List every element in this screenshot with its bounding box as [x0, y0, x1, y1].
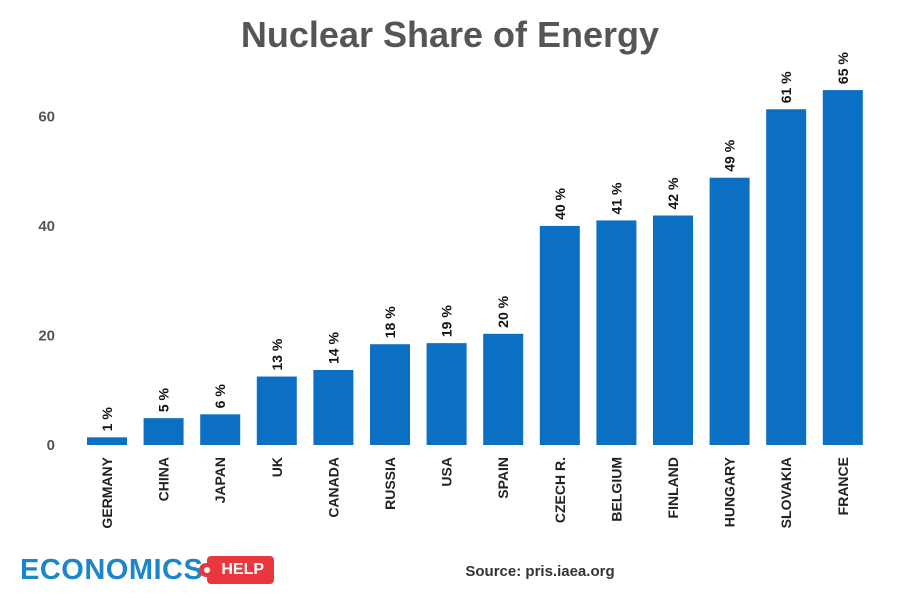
- logo-dot-icon: [204, 567, 211, 573]
- y-tick-label: 60: [38, 108, 55, 125]
- data-label: 41 %: [608, 182, 624, 214]
- data-label: 13 %: [269, 338, 285, 370]
- x-tick-label: HUNGARY: [722, 456, 738, 527]
- data-label: 14 %: [325, 332, 341, 364]
- bar: [370, 344, 410, 445]
- x-tick-label: GERMANY: [99, 456, 115, 528]
- y-tick-label: 0: [47, 437, 55, 454]
- data-label: 5 %: [156, 387, 172, 412]
- plot-area: 0 20 40 60 1 % GERMANY 5 % CHINA 6 % JAPAN 13 % UK 1…: [38, 52, 863, 529]
- y-tick-label: 20: [38, 327, 55, 344]
- bar: [822, 90, 863, 445]
- x-tick-label: JAPAN: [212, 457, 228, 503]
- x-tick-label: SPAIN: [495, 457, 511, 499]
- data-label: 19 %: [439, 305, 455, 337]
- data-label: 65 %: [835, 52, 851, 84]
- economics-help-logo: ECONOMICS HELP: [20, 550, 275, 590]
- data-label: 49 %: [722, 139, 738, 171]
- data-label: 6 %: [212, 384, 228, 409]
- data-label: 42 %: [665, 177, 681, 209]
- data-label: 1 %: [99, 407, 115, 432]
- bar: [653, 215, 693, 445]
- data-label: 20 %: [495, 295, 511, 327]
- logo-word: ECONOMICS: [20, 554, 204, 586]
- x-tick-label: CANADA: [325, 457, 341, 518]
- bar: [483, 333, 524, 445]
- bar: [426, 343, 467, 445]
- bar: [539, 225, 580, 445]
- logo-badge-label: HELP: [221, 561, 265, 578]
- bar: [709, 177, 750, 446]
- data-label: 61 %: [778, 71, 794, 103]
- y-tick-label: 40: [38, 218, 55, 235]
- x-tick-label: UK: [269, 457, 285, 477]
- x-tick-label: FRANCE: [835, 457, 851, 515]
- chart-title: Nuclear Share of Energy: [241, 14, 659, 55]
- x-tick-label: BELGIUM: [608, 457, 624, 522]
- x-tick-label: USA: [439, 457, 455, 487]
- x-tick-label: SLOVAKIA: [778, 457, 794, 528]
- x-tick-label: FINLAND: [665, 457, 681, 518]
- source-note: Source: pris.iaea.org: [465, 563, 614, 580]
- logo-badge: HELP: [199, 556, 275, 584]
- bar: [596, 220, 637, 445]
- x-tick-label: CZECH R.: [552, 457, 568, 523]
- bar: [313, 369, 354, 445]
- data-label: 18 %: [382, 306, 398, 338]
- bar: [87, 437, 127, 445]
- data-label: 40 %: [552, 187, 568, 219]
- x-tick-label: CHINA: [156, 457, 172, 501]
- bar: [200, 414, 241, 445]
- bar: [766, 109, 807, 445]
- bar: [143, 418, 184, 445]
- x-tick-label: RUSSIA: [382, 457, 398, 510]
- bar: [256, 376, 297, 445]
